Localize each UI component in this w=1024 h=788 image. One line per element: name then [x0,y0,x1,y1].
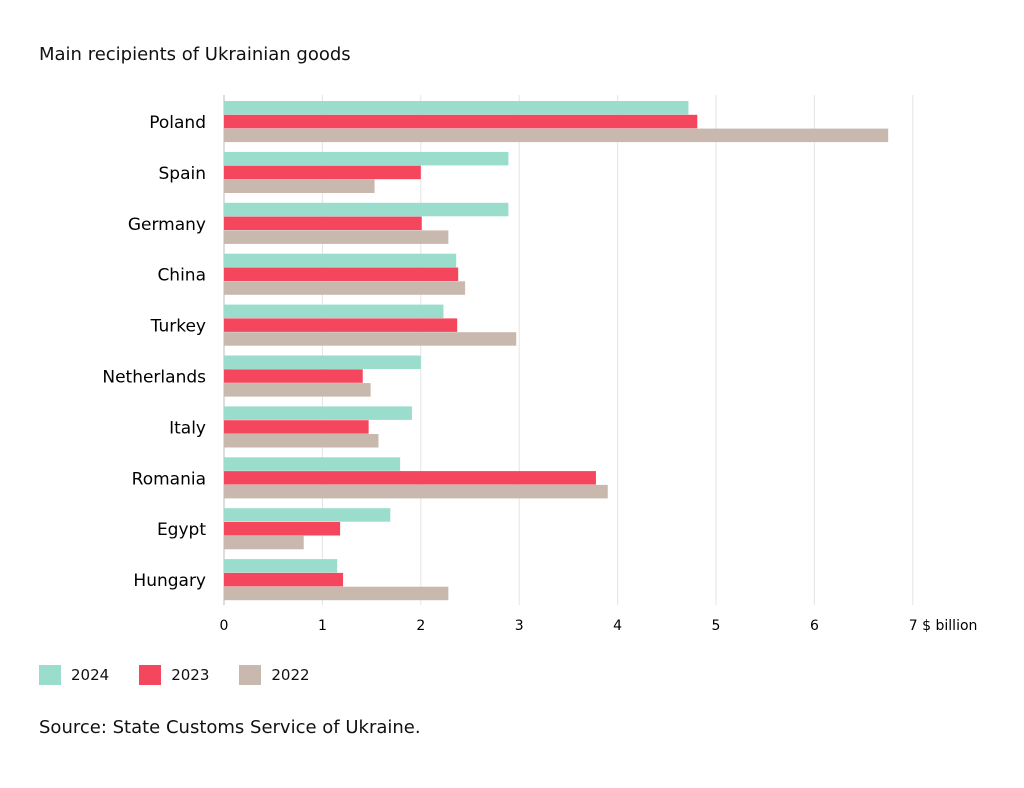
bar-romania-2023 [224,471,596,485]
bar-hungary-2024 [224,559,338,573]
legend-label: 2023 [171,666,210,684]
category-label: Italy [169,418,206,438]
category-label: Netherlands [102,368,206,388]
bar-italy-2023 [224,420,369,434]
legend-label: 2024 [71,666,110,684]
x-tick-label: 7 $ billion [909,618,978,634]
bar-germany-2022 [224,230,449,244]
chart-title: Main recipients of Ukrainian goods [39,44,351,65]
bar-hungary-2022 [224,586,449,601]
bar-china-2024 [224,253,457,268]
legend-label: 2022 [271,666,310,684]
x-tick-label: 1 [318,618,327,634]
bar-hungary-2023 [224,572,344,587]
legend-item-2023: 2023 [139,665,209,685]
category-label: Germany [128,215,206,235]
x-tick-label: 4 [613,618,622,634]
category-label: China [157,266,206,286]
category-label: Romania [132,469,206,489]
source-note: Source: State Customs Service of Ukraine… [39,717,421,738]
bar-poland-2022 [224,128,889,143]
bar-italy-2022 [224,434,379,448]
bar-china-2023 [224,267,459,281]
bar-poland-2023 [224,114,698,129]
bar-turkey-2023 [224,318,458,332]
legend-item-2024: 2024 [39,665,109,685]
bar-egypt-2022 [224,535,304,550]
category-label: Spain [159,164,207,184]
bar-romania-2024 [224,457,401,471]
bar-netherlands-2023 [224,369,363,383]
category-label: Poland [149,113,206,133]
category-label: Turkey [150,317,206,337]
bar-spain-2022 [224,179,375,193]
legend-swatch [39,665,61,685]
x-tick-label: 2 [416,618,425,634]
bar-turkey-2024 [224,304,444,319]
bar-egypt-2024 [224,508,391,522]
x-tick-label: 6 [810,618,819,634]
legend-item-2022: 2022 [239,665,310,685]
bar-china-2022 [224,281,466,295]
bar-spain-2024 [224,151,509,166]
bar-turkey-2022 [224,332,517,346]
x-tick-label: 0 [220,618,229,634]
x-tick-label: 3 [515,618,524,634]
category-label: Hungary [133,571,206,591]
bar-poland-2024 [224,101,689,115]
legend-swatch [239,665,262,685]
bar-spain-2023 [224,165,421,180]
legend-swatch [139,665,162,685]
bar-romania-2022 [224,484,608,499]
legend: 2024 2023 2022 [39,665,310,685]
x-tick-label: 5 [712,618,721,634]
bar-netherlands-2022 [224,383,371,397]
bar-italy-2024 [224,406,412,420]
bar-germany-2024 [224,202,509,217]
bar-germany-2023 [224,216,422,231]
category-label: Egypt [157,520,206,540]
bar-netherlands-2024 [224,355,421,369]
bar-egypt-2023 [224,522,341,536]
